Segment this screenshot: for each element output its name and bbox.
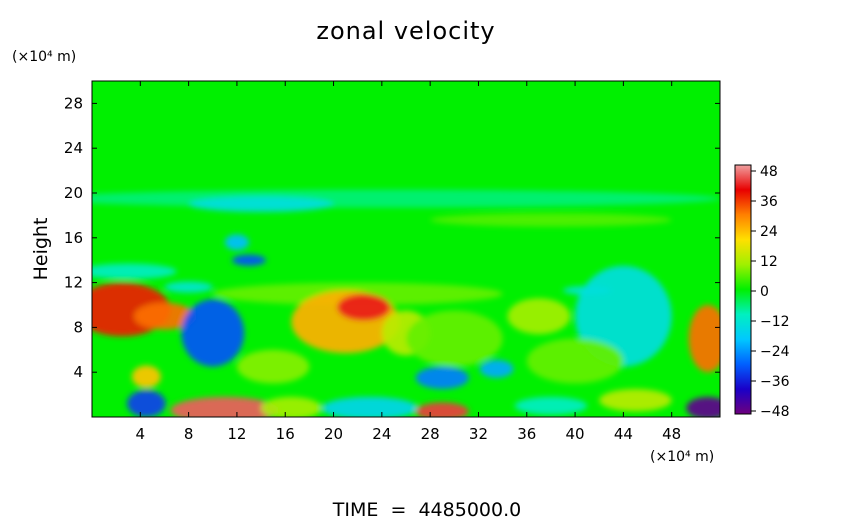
x-tick-label: 24 [372, 425, 391, 443]
x-tick-label: 40 [566, 425, 585, 443]
velocity-feature-15 [507, 298, 571, 335]
x-tick-label: 4 [136, 425, 146, 443]
x-tick-label: 16 [276, 425, 295, 443]
y-tick-label: 20 [64, 184, 83, 202]
x-tick-label: 48 [662, 425, 681, 443]
x-tick-label: 20 [324, 425, 343, 443]
velocity-feature-26 [261, 396, 322, 417]
velocity-feature-29 [514, 396, 588, 415]
velocity-feature-20 [415, 366, 469, 389]
velocity-feature-16 [575, 265, 672, 367]
y-tick-label: 4 [73, 363, 83, 381]
time-footer: TIME = 4485000.0 [332, 499, 521, 519]
velocity-feature-25 [170, 396, 280, 417]
chart-title: zonal velocity [316, 17, 495, 45]
y-tick-label: 12 [64, 274, 83, 292]
velocity-feature-11 [181, 299, 245, 367]
velocity-feature-28 [415, 402, 469, 417]
y-tick-label: 24 [64, 139, 83, 157]
y-unit-label: (×10⁴ m) [12, 49, 76, 65]
velocity-feature-18 [406, 310, 503, 367]
colorbar-tick-label: −12 [760, 314, 790, 330]
x-tick-label: 36 [517, 425, 536, 443]
velocity-feature-2 [430, 213, 672, 227]
velocity-feature-0 [92, 189, 720, 208]
colorbar-tick-label: 36 [760, 194, 778, 210]
velocity-feature-24 [127, 390, 166, 417]
y-tick-label: 16 [64, 229, 83, 247]
x-tick-label: 44 [614, 425, 633, 443]
velocity-feature-3 [224, 234, 249, 251]
heatmap-background [92, 81, 720, 417]
colorbar-tick-label: 0 [760, 284, 769, 300]
velocity-feature-5 [92, 263, 177, 280]
x-tick-label: 8 [184, 425, 194, 443]
colorbar-tick-label: −48 [760, 404, 790, 420]
y-axis-label: Height [30, 218, 52, 281]
velocity-feature-22 [236, 349, 310, 384]
colorbar-tick-label: 12 [760, 254, 778, 270]
colorbar-tick-label: 24 [760, 224, 778, 240]
colorbar-tick-label: −24 [760, 344, 790, 360]
velocity-feature-13 [337, 293, 391, 321]
velocity-feature-30 [599, 389, 672, 412]
velocity-feature-23 [526, 338, 624, 384]
velocity-feature-21 [479, 359, 514, 378]
x-axis-ticks: 4 8 12 16 20 24 28 32 36 40 44 48 [136, 81, 681, 443]
velocity-feature-17 [688, 305, 720, 373]
y-tick-label: 8 [73, 318, 83, 336]
x-tick-label: 28 [421, 425, 440, 443]
colorbar-tick-label: 48 [760, 164, 778, 180]
colorbar-ticks: 48 36 24 12 0 −12 −24 −36 −48 [751, 164, 790, 420]
colorbar: 48 36 24 12 0 −12 −24 −36 −48 [734, 164, 790, 420]
plot-frame [91, 80, 721, 418]
velocity-feature-4 [232, 254, 266, 266]
colorbar-tick-label: −36 [760, 374, 790, 390]
velocity-feature-19 [131, 365, 161, 388]
x-tick-label: 12 [227, 425, 246, 443]
y-tick-label: 28 [64, 94, 83, 112]
y-axis-ticks: 4 8 12 16 20 24 28 [64, 94, 720, 381]
velocity-feature-10 [134, 302, 195, 330]
x-tick-label: 32 [469, 425, 488, 443]
velocity-feature-7 [164, 281, 213, 293]
velocity-feature-1 [188, 196, 334, 213]
colorbar-gradient [734, 164, 752, 415]
velocity-feature-27 [321, 396, 419, 417]
velocity-feature-31 [686, 396, 720, 417]
x-unit-label: (×10⁴ m) [650, 449, 714, 465]
